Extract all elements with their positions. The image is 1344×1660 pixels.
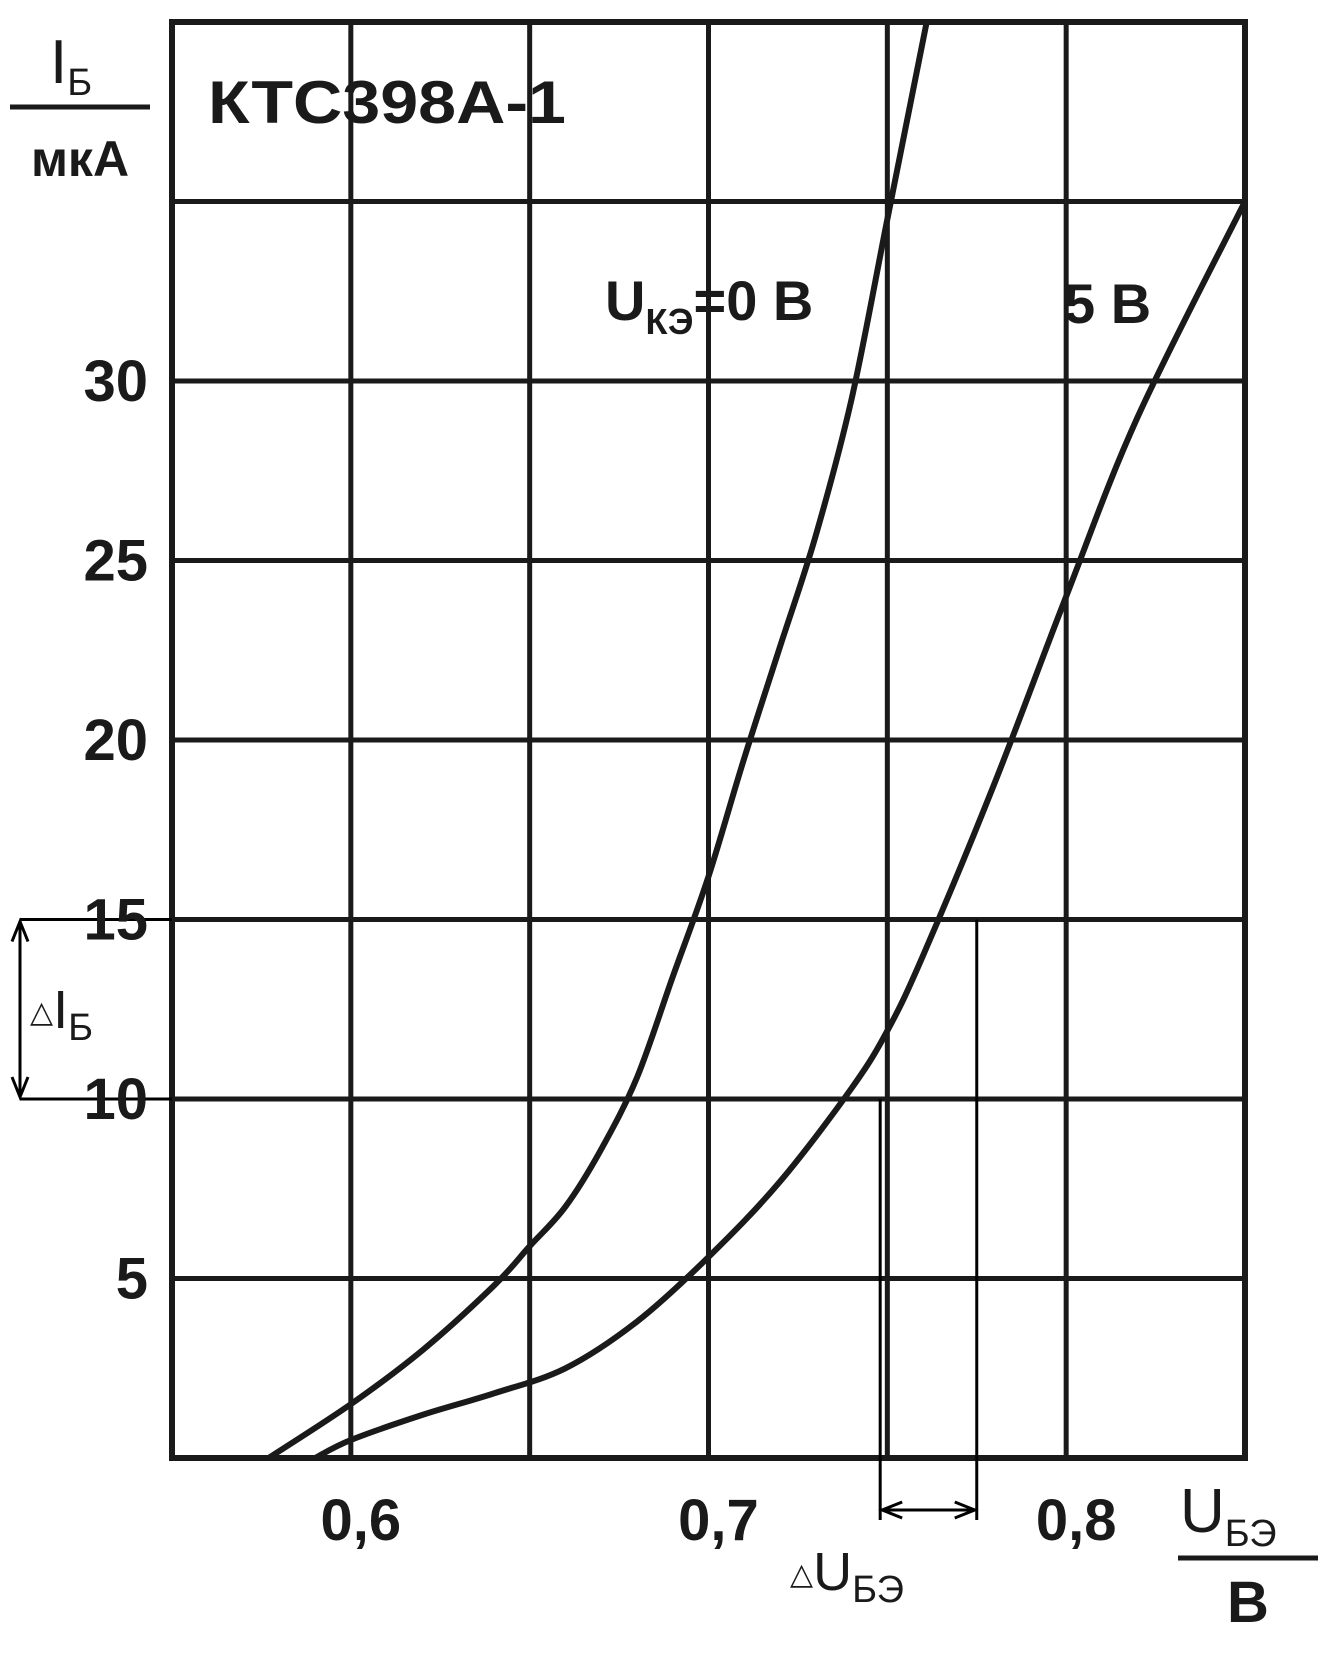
delta-u-label: △UБЭ	[790, 1542, 904, 1611]
y-axis-label: IБ мкА	[10, 28, 150, 187]
y-tick-label: 10	[83, 1067, 148, 1132]
curves	[265, 22, 1245, 1458]
svg-text:мкА: мкА	[31, 131, 129, 187]
delta-u-arrowhead-right	[954, 1500, 979, 1520]
series-line-1	[312, 198, 1245, 1458]
series-line-0	[265, 22, 930, 1458]
svg-text:В: В	[1227, 1570, 1269, 1635]
delta-i-label: △IБ	[30, 980, 93, 1049]
y-tick-label: 25	[83, 529, 148, 594]
x-tick-label: 0,8	[1036, 1488, 1117, 1553]
delta-i-arrowhead-up	[10, 917, 30, 943]
y-tick-label: 5	[116, 1247, 148, 1312]
svg-text:IБ: IБ	[50, 28, 92, 104]
x-tick-label: 0,6	[321, 1488, 402, 1553]
y-tick-label: 30	[83, 349, 148, 414]
grid-lines	[169, 19, 1248, 1461]
x-tick-label: 0,7	[678, 1488, 759, 1553]
y-tick-label: 15	[83, 888, 148, 953]
series-label-5v: 5 В	[1064, 272, 1151, 335]
delta-i-arrowhead-down	[10, 1076, 30, 1102]
svg-text:UБЭ: UБЭ	[1180, 1477, 1277, 1555]
chart-title: КТС398А-1	[208, 69, 566, 136]
delta-u-arrowhead-left	[878, 1500, 903, 1520]
series-label-uke-0: UКЭ=0 В	[605, 269, 813, 342]
x-axis-label: UБЭ В	[1178, 1477, 1318, 1635]
y-tick-label: 20	[83, 708, 148, 773]
delta-annotations	[10, 917, 979, 1520]
